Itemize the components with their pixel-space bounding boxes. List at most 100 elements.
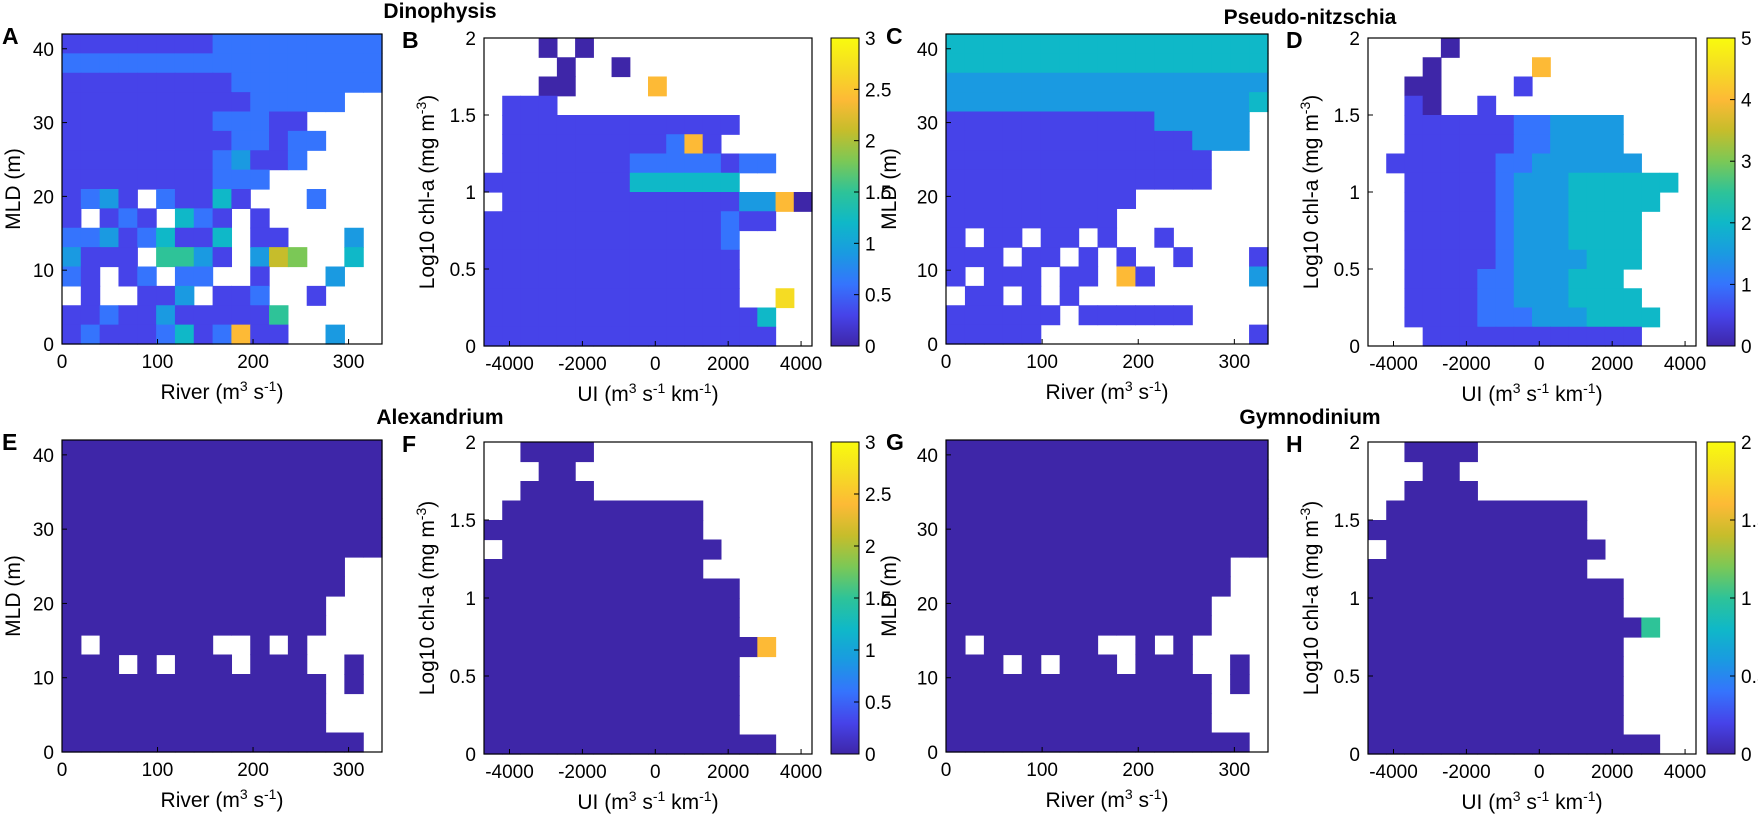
heatmap-cell [648, 520, 667, 541]
heatmap-cell [1532, 230, 1551, 251]
heatmap-cell [702, 656, 722, 677]
heatmap-cell [1173, 53, 1193, 74]
heatmap-cell [1495, 734, 1515, 755]
heatmap-cell [1368, 598, 1387, 619]
heatmap-cell [1116, 713, 1137, 734]
heatmap-cell [538, 715, 558, 736]
heatmap-cell [1404, 249, 1424, 270]
heatmap-cell [62, 324, 82, 345]
heatmap-cell [556, 192, 576, 212]
heatmap-cell [1459, 676, 1478, 697]
heatmap-cell [593, 637, 613, 658]
heatmap-cell [502, 676, 522, 697]
heatmap-cell [344, 498, 364, 519]
heatmap-cell [1135, 693, 1155, 714]
heatmap-cell [1192, 693, 1212, 714]
heatmap-cell [611, 637, 631, 658]
heatmap-cell [1078, 537, 1099, 558]
heatmap-cell [629, 211, 649, 232]
heatmap-cell [502, 288, 522, 309]
heatmap-cell [502, 269, 522, 289]
y-tick-label: 1 [465, 183, 476, 204]
heatmap-cell [1477, 578, 1497, 599]
heatmap-cell [174, 92, 195, 113]
heatmap-cell [575, 269, 594, 289]
heatmap-cell [983, 713, 1004, 734]
heatmap-cell [520, 559, 540, 580]
y-axis-label: Log10 chl-a (mg m-3) [413, 95, 439, 290]
heatmap-cell [1192, 150, 1212, 171]
heatmap-cell [1021, 53, 1042, 74]
heatmap-cell [269, 615, 289, 636]
heatmap-cell [1078, 596, 1099, 617]
heatmap-cell [538, 115, 558, 135]
heatmap-cell [62, 111, 82, 132]
heatmap-cell [1586, 211, 1606, 232]
heatmap-cell [538, 269, 558, 289]
heatmap-cell [1422, 326, 1442, 347]
heatmap-cell [1135, 537, 1155, 558]
heatmap-cell [325, 732, 345, 753]
heatmap-cell [80, 576, 101, 597]
heatmap-cell [137, 732, 157, 753]
heatmap-cell [250, 169, 270, 190]
heatmap-cell [983, 635, 1004, 656]
heatmap-cell [1116, 459, 1137, 480]
heatmap-cell [1154, 654, 1174, 675]
heatmap-cell [1211, 440, 1231, 461]
heatmap-cell [538, 307, 558, 328]
heatmap-cell [983, 111, 1004, 132]
heatmap-cell [1154, 72, 1174, 93]
heatmap-cell [1154, 305, 1174, 326]
heatmap-cell [611, 539, 631, 560]
heatmap-cell [1459, 115, 1478, 135]
heatmap-cell [593, 192, 613, 212]
heatmap-cell [1568, 288, 1588, 309]
heatmap-cell [99, 596, 120, 617]
heatmap-cell [983, 576, 1004, 597]
heatmap-cell [1404, 695, 1424, 716]
heatmap-cell [964, 208, 985, 229]
heatmap-cell [1040, 459, 1061, 480]
heatmap-cell [1078, 674, 1099, 695]
y-tick-label: 10 [33, 669, 54, 690]
heatmap-cell [946, 305, 966, 326]
heatmap-cell [629, 637, 649, 658]
heatmap-cell [684, 500, 704, 521]
heatmap-cell [99, 324, 120, 345]
heatmap-cell [484, 695, 503, 716]
x-tick-label: 2000 [707, 354, 749, 375]
heatmap-cell [629, 676, 649, 697]
heatmap-cell [269, 130, 289, 151]
heatmap-cell [1604, 734, 1624, 755]
heatmap-cell [1404, 288, 1424, 309]
colorbar-tick-label: 4 [1741, 91, 1752, 112]
heatmap-cell [62, 34, 82, 54]
heatmap-cell [666, 637, 686, 658]
heatmap-cell [62, 459, 82, 480]
heatmap-cell [575, 598, 594, 619]
heatmap-cell [1249, 498, 1269, 519]
heatmap-cell [556, 288, 576, 309]
heatmap-cell [1641, 734, 1661, 755]
heatmap-cell [1368, 656, 1387, 677]
heatmap-cell [1211, 518, 1231, 539]
colorbar-tick-label: 2 [865, 132, 876, 153]
heatmap-cell [983, 674, 1004, 695]
heatmap-cell [1459, 249, 1478, 270]
heatmap-cell [306, 693, 327, 714]
heatmap-cell [1368, 520, 1387, 541]
heatmap-cell [1532, 676, 1551, 697]
y-axis-label: Log10 chl-a (mg m-3) [413, 501, 439, 696]
heatmap-cell [666, 695, 686, 716]
heatmap-cell [1477, 134, 1497, 155]
y-tick-label: 40 [33, 446, 54, 467]
heatmap-cell [1116, 305, 1137, 326]
heatmap-cell [611, 192, 631, 212]
heatmap-cell [502, 326, 522, 347]
heatmap-cell [648, 153, 667, 174]
heatmap-cell [1059, 189, 1080, 209]
heatmap-cell [1173, 111, 1193, 132]
heatmap-cell [1116, 537, 1137, 558]
